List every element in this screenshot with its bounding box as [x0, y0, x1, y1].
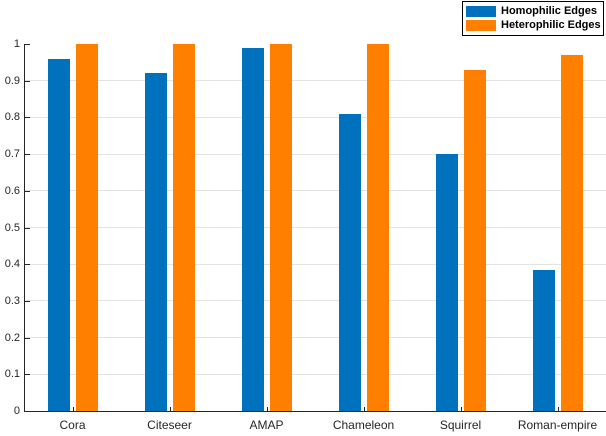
- y-tick-label-0: 0: [13, 405, 20, 417]
- gridline-y-0.8: [25, 116, 606, 118]
- legend-entry-homophilic-edges: Homophilic Edges: [463, 5, 603, 18]
- gridline-y-0.3: [25, 300, 606, 302]
- bar-citeseer-heterophilic: [172, 44, 195, 411]
- legend-swatch-homophilic-edges: [466, 6, 496, 17]
- plot-area: [24, 44, 606, 412]
- legend-label-homophilic-edges: Homophilic Edges: [501, 5, 597, 17]
- y-tick-label-0.7: 0.7: [4, 148, 20, 161]
- gridline-y-0.6: [25, 190, 606, 192]
- gridline-y-0.7: [25, 153, 606, 155]
- y-tick-label-0.3: 0.3: [4, 294, 20, 307]
- y-tick-mark-0.5: [25, 227, 30, 229]
- x-tick-label-cora: Cora: [59, 418, 86, 432]
- y-tick-mark-0.9: [25, 80, 30, 82]
- x-tick-mark-cora: [72, 407, 74, 411]
- y-tick-mark-0.1: [25, 374, 30, 376]
- legend-swatch-heterophilic-edges: [466, 20, 496, 31]
- bar-squirrel-heterophilic: [463, 69, 486, 411]
- x-tick-label-squirrel: Squirrel: [439, 418, 482, 432]
- gridline-y-0.2: [25, 337, 606, 339]
- bar-citeseer-homophilic: [144, 73, 167, 411]
- y-tick-label-0.9: 0.9: [4, 74, 20, 87]
- y-tick-label-1: 1: [13, 38, 20, 50]
- x-tick-mark-roman-empire: [557, 407, 559, 411]
- y-tick-label-0.6: 0.6: [4, 184, 20, 197]
- gridline-y-0.1: [25, 373, 606, 375]
- gridline-y-0.4: [25, 263, 606, 265]
- y-tick-label-0.8: 0.8: [4, 111, 20, 124]
- bar-roman-empire-homophilic: [532, 269, 555, 411]
- x-tick-mark-squirrel: [460, 407, 462, 411]
- bar-chameleon-homophilic: [338, 113, 361, 411]
- legend-entry-heterophilic-edges: Heterophilic Edges: [463, 19, 603, 32]
- x-tick-mark-citeseer: [169, 407, 171, 411]
- bar-amap-heterophilic: [269, 44, 292, 411]
- y-tick-mark-0.7: [25, 154, 30, 156]
- bar-amap-homophilic: [241, 47, 264, 411]
- y-tick-mark-0: [25, 411, 30, 412]
- y-tick-label-0.4: 0.4: [4, 258, 20, 271]
- bar-roman-empire-heterophilic: [560, 55, 583, 411]
- y-tick-label-0.5: 0.5: [4, 221, 20, 234]
- y-tick-mark-0.3: [25, 300, 30, 302]
- y-tick-label-0.1: 0.1: [4, 368, 20, 381]
- y-tick-mark-0.2: [25, 337, 30, 339]
- x-tick-label-roman-empire: Roman-empire: [517, 418, 598, 432]
- y-tick-label-0.2: 0.2: [4, 331, 20, 344]
- legend: Homophilic Edges Heterophilic Edges: [462, 1, 604, 36]
- x-tick-label-amap: AMAP: [249, 418, 284, 432]
- gridline-y-0.5: [25, 227, 606, 228]
- x-tick-mark-amap: [266, 407, 268, 411]
- bar-cora-homophilic: [47, 58, 70, 411]
- x-tick-label-citeseer: Citeseer: [147, 418, 192, 432]
- x-tick-label-chameleon: Chameleon: [332, 418, 395, 432]
- bar-chameleon-heterophilic: [366, 44, 389, 411]
- y-tick-mark-1: [25, 44, 30, 45]
- x-tick-mark-chameleon: [363, 407, 365, 411]
- y-tick-mark-0.6: [25, 190, 30, 192]
- gridline-y-0.9: [25, 80, 606, 82]
- y-tick-mark-0.8: [25, 117, 30, 119]
- legend-label-heterophilic-edges: Heterophilic Edges: [501, 19, 601, 31]
- bar-cora-heterophilic: [75, 44, 98, 411]
- bar-squirrel-homophilic: [435, 154, 458, 411]
- y-tick-mark-0.4: [25, 264, 30, 266]
